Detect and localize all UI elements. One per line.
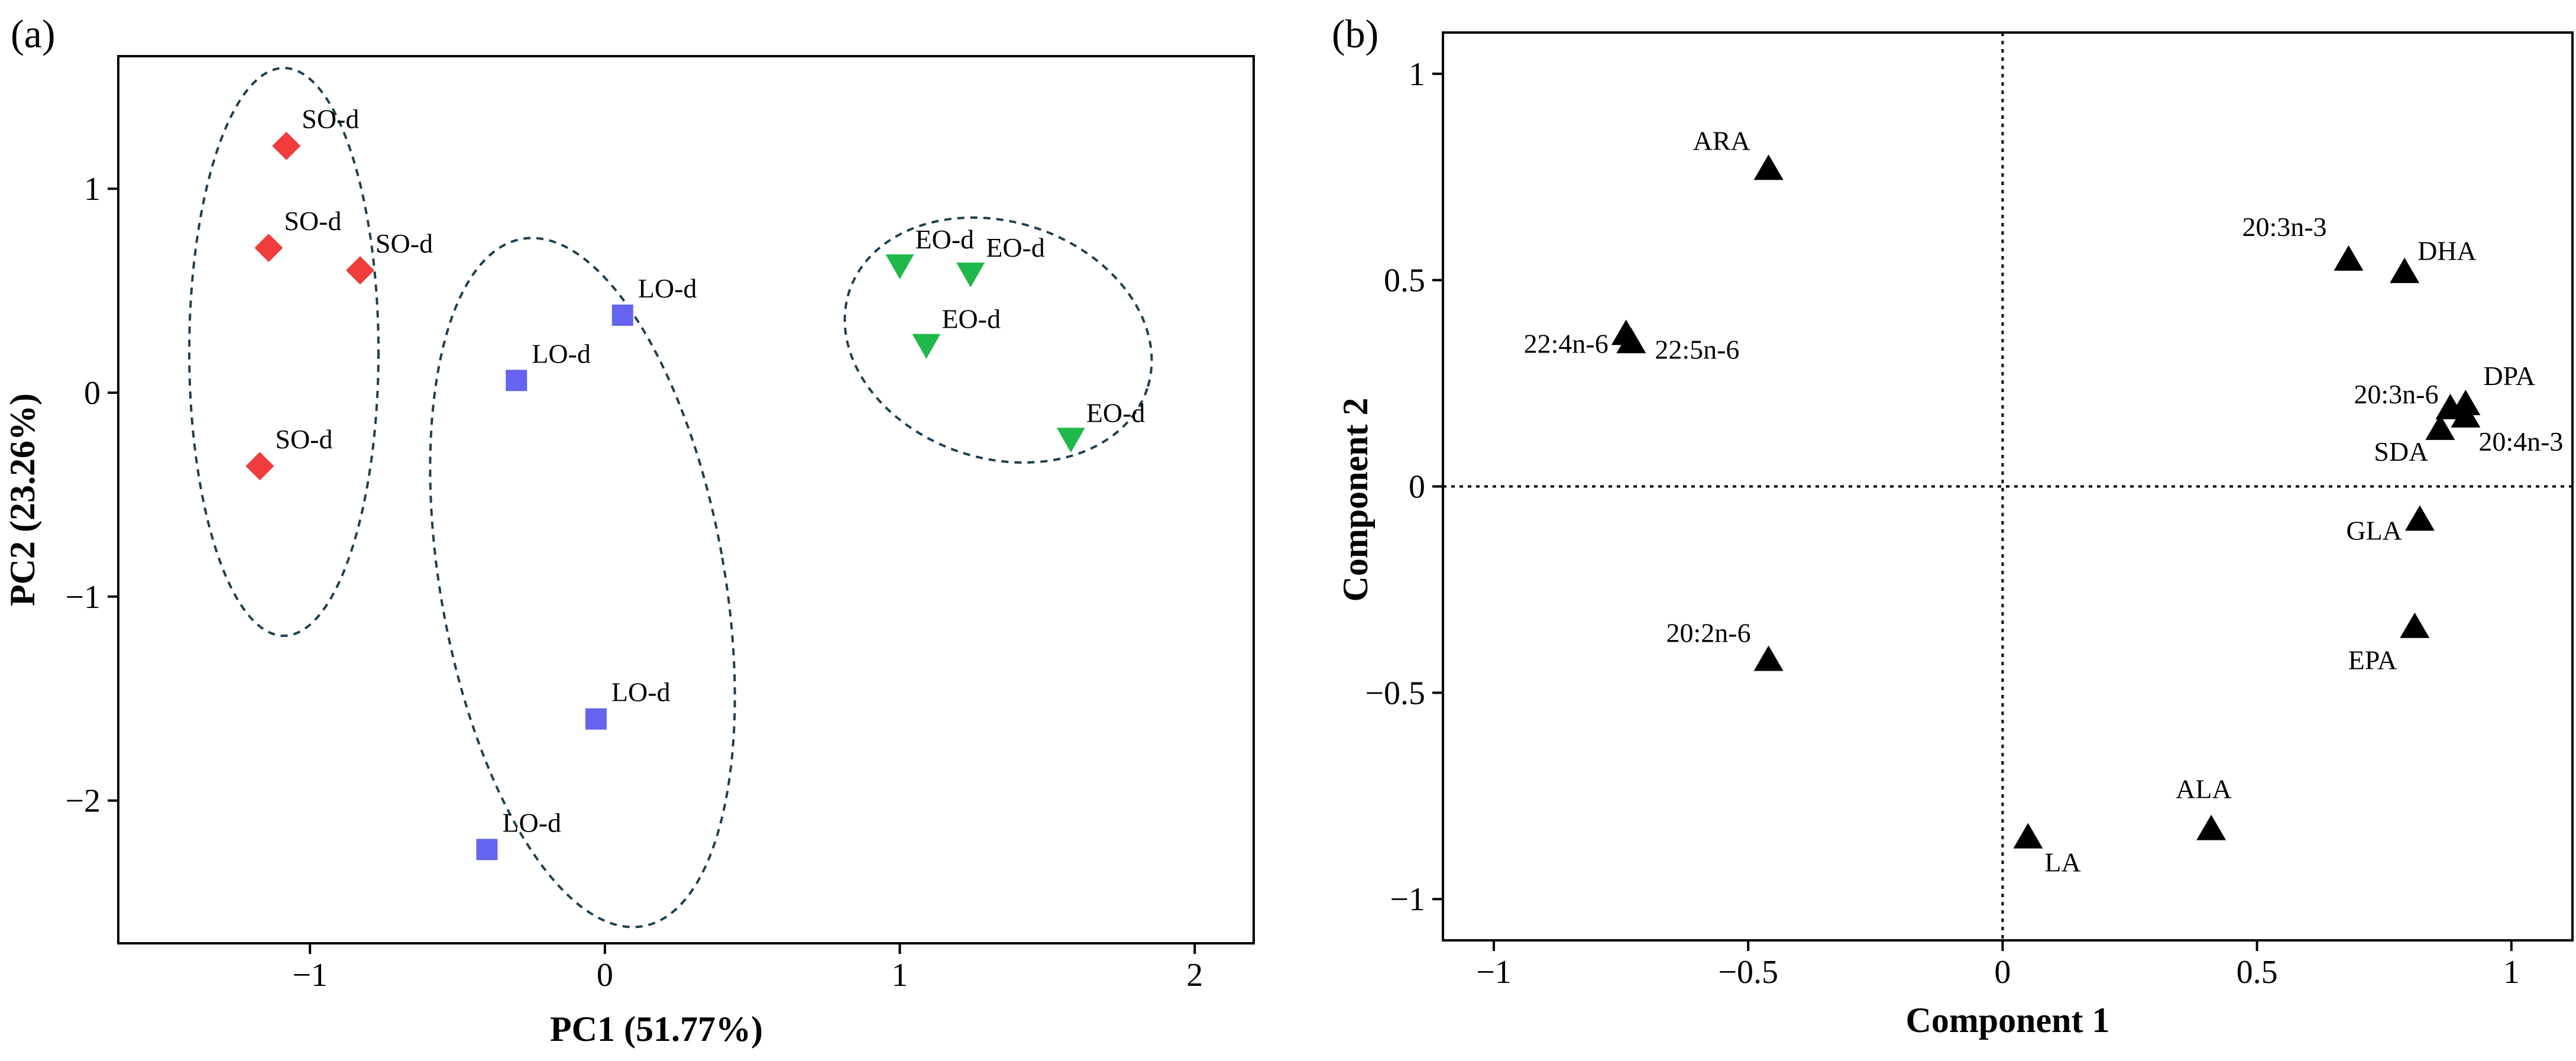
panel-b-loading-marker <box>1753 154 1784 180</box>
panel-a-point-eo-d <box>885 254 914 280</box>
panel-a-point-so-d <box>245 452 274 481</box>
panel-b-loading-label: 22:4n-6 <box>1524 328 1609 358</box>
eo-cluster-ellipse <box>843 216 1153 464</box>
panel-a-point-label: LO-d <box>532 338 591 368</box>
panel-b-loading-marker <box>2196 814 2227 840</box>
panel-a-point-lo-d <box>585 708 607 730</box>
panel-a-y-tick-label: 1 <box>84 171 101 208</box>
panel-b-loadings: (b) −1 −0.5 0 0.5 1 −1 −0.5 0 0.5 1 ARA 20:3n-3 DHA… <box>1332 11 2574 1040</box>
panel-a-points: SO-d SO-d SO-d SO-d LO-d LO-d LO-d LO-d EO-d EO-d… <box>245 104 1145 861</box>
panel-b-loading-marker <box>2334 245 2364 271</box>
panel-a-point-lo-d <box>611 304 633 326</box>
panel-b-loading-label: 20:3n-3 <box>2242 212 2326 242</box>
panel-a-point-label: SO-d <box>275 424 332 454</box>
panel-a-point-label: EO-d <box>941 304 1001 334</box>
panel-b-points: ARA 20:3n-3 DHA 22:4n-6 22:5n-6 20:3n-6 DPA SDA… <box>1524 125 2564 877</box>
panel-b-x-tick-label: 0 <box>1994 954 2011 991</box>
panel-a-y-tick-label: −1 <box>65 579 101 616</box>
panel-a-point-label: LO-d <box>611 677 671 707</box>
panel-b-x-tick-label: 1 <box>2503 954 2520 991</box>
panel-a-point-so-d <box>272 131 301 160</box>
panel-a-point-label: EO-d <box>986 232 1045 263</box>
panel-a-point-label: SO-d <box>302 104 359 134</box>
panel-a-axis-ticks: −1 0 1 2 −2 −1 0 1 <box>65 171 1203 994</box>
panel-b-loading-label: GLA <box>2346 515 2402 545</box>
panel-a-pca-scores: (a) −1 0 1 2 −2 −1 0 1 SO-d SO-d SO-d SO-d LO-d LO-d… <box>3 11 1255 1049</box>
panel-a-point-label: SO-d <box>284 206 341 236</box>
panel-b-loading-marker <box>2390 257 2420 283</box>
panel-b-loading-label: ALA <box>2176 774 2232 804</box>
panel-b-loading-marker <box>2013 823 2043 849</box>
panel-b-loading-marker <box>1753 645 1784 671</box>
panel-b-x-tick-label: −0.5 <box>1718 954 1778 991</box>
panel-a-point-lo-d <box>476 839 498 861</box>
panel-b-loading-label: SDA <box>2374 436 2428 467</box>
panel-b-loading-label: EPA <box>2348 645 2397 675</box>
panel-a-y-tick-label: 0 <box>84 375 101 412</box>
panel-a-point-eo-d <box>956 262 985 287</box>
panel-b-loading-label: 22:5n-6 <box>1655 334 1739 364</box>
panel-b-loading-label: DPA <box>2483 361 2535 391</box>
panel-a-point-so-d <box>254 234 283 263</box>
panel-a-point-label: EO-d <box>915 224 975 254</box>
panel-b-loading-label: 20:4n-3 <box>2478 426 2563 457</box>
so-cluster-ellipse <box>188 67 380 637</box>
panel-a-point-label: LO-d <box>502 807 561 837</box>
panel-a-label: (a) <box>11 11 55 56</box>
panel-b-loading-label: LA <box>2044 847 2080 878</box>
panel-a-cluster-ellipses <box>188 67 1153 929</box>
panel-b-axis-ticks: −1 −0.5 0 0.5 1 −1 −0.5 0 0.5 1 <box>1365 56 2519 991</box>
panel-b-x-tick-label: −1 <box>1476 954 1512 991</box>
panel-b-y-tick-label: 1 <box>1409 56 1425 93</box>
panel-b-label: (b) <box>1332 11 1378 56</box>
panel-b-loading-marker <box>1616 328 1646 354</box>
panel-a-x-axis-label: PC1 (51.77%) <box>550 1010 763 1049</box>
panel-b-y-tick-label: 0 <box>1409 469 1425 506</box>
panel-a-y-axis-label: PC2 (23.26%) <box>3 393 42 606</box>
panel-a-point-eo-d <box>1056 428 1085 453</box>
panel-b-loading-marker <box>2451 402 2481 428</box>
lo-cluster-ellipse <box>429 237 736 929</box>
panel-a-point-label: EO-d <box>1086 397 1145 428</box>
panel-b-y-tick-label: 0.5 <box>1384 263 1425 299</box>
panel-a-x-tick-label: −1 <box>292 957 328 994</box>
panel-b-loading-marker <box>2405 505 2435 531</box>
panel-a-point-lo-d <box>506 370 528 392</box>
panel-b-y-axis-label: Component 2 <box>1336 397 1375 601</box>
panel-a-x-tick-label: 0 <box>597 957 613 994</box>
panel-a-plot-frame <box>117 55 1255 944</box>
panel-b-loading-marker <box>2425 414 2455 440</box>
panel-a-point-eo-d <box>912 334 941 359</box>
panel-b-loading-marker <box>2400 612 2430 638</box>
panel-b-x-tick-label: 0.5 <box>2237 954 2278 991</box>
panel-a-point-label: LO-d <box>638 273 697 303</box>
panel-b-loading-label: DHA <box>2418 236 2477 266</box>
panel-a-x-tick-label: 2 <box>1186 957 1203 994</box>
panel-b-loading-label: 20:2n-6 <box>1666 618 1751 648</box>
panel-b-y-tick-label: −0.5 <box>1365 675 1425 711</box>
panel-b-loading-label: ARA <box>1693 125 1750 156</box>
panel-a-point-so-d <box>345 256 374 285</box>
panel-b-y-tick-label: −1 <box>1390 881 1425 918</box>
panel-b-x-axis-label: Component 1 <box>1905 1001 2109 1040</box>
panel-b-loading-label: 20:3n-6 <box>2354 379 2438 409</box>
panel-a-point-label: SO-d <box>376 228 433 258</box>
panel-a-y-tick-label: −2 <box>65 783 101 820</box>
panel-a-x-tick-label: 1 <box>892 957 908 994</box>
